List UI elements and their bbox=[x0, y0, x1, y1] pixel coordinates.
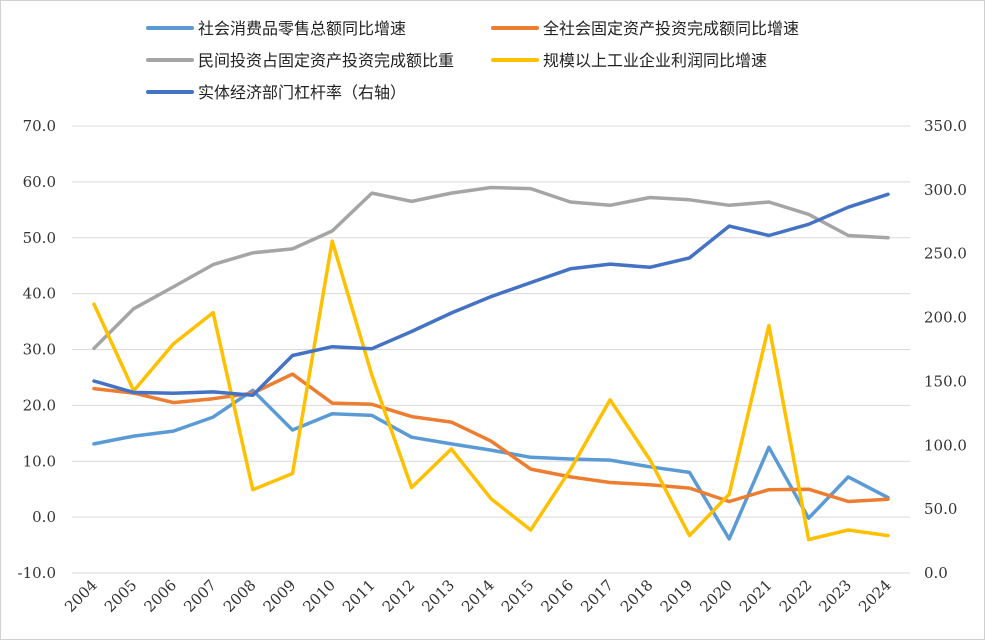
left-axis: -10.0 0.0 10.0 20.0 30.0 40.0 50.0 60.0 70.0 bbox=[18, 117, 56, 582]
left-tick-label: 0.0 bbox=[32, 508, 56, 526]
left-tick-label: 30.0 bbox=[23, 341, 56, 359]
x-tick-label: 2022 bbox=[776, 576, 816, 616]
x-tick-label: 2011 bbox=[339, 576, 379, 616]
x-tick-label: 2020 bbox=[696, 576, 736, 616]
series-line-0 bbox=[92, 388, 890, 541]
legend-label: 民间投资占固定资产投资完成额比重 bbox=[198, 51, 454, 70]
x-tick-label: 2005 bbox=[101, 576, 141, 616]
x-tick-label: 2016 bbox=[537, 576, 577, 616]
right-tick-label: 200.0 bbox=[924, 309, 967, 327]
right-tick-label: 300.0 bbox=[924, 181, 967, 199]
x-tick-label: 2012 bbox=[379, 576, 419, 616]
series-line-1 bbox=[92, 372, 890, 504]
right-tick-label: 100.0 bbox=[924, 436, 967, 454]
left-tick-label: -10.0 bbox=[18, 564, 56, 582]
x-tick-label: 2008 bbox=[220, 576, 260, 616]
x-tick-label: 2015 bbox=[498, 576, 538, 616]
left-tick-label: 20.0 bbox=[23, 396, 56, 414]
x-tick-label: 2013 bbox=[418, 576, 458, 616]
x-tick-label: 2014 bbox=[458, 576, 498, 616]
left-tick-label: 40.0 bbox=[23, 285, 56, 303]
series-line-3 bbox=[92, 239, 890, 542]
legend-label: 全社会固定资产投资完成额同比增速 bbox=[543, 19, 799, 38]
x-tick-label: 2017 bbox=[577, 576, 617, 616]
left-tick-label: 70.0 bbox=[23, 117, 56, 135]
left-tick-label: 10.0 bbox=[23, 452, 56, 470]
legend-label: 实体经济部门杠杆率（右轴） bbox=[198, 83, 406, 102]
series-line-4 bbox=[92, 192, 890, 398]
x-tick-label: 2009 bbox=[260, 576, 300, 616]
legend-label: 规模以上工业企业利润同比增速 bbox=[543, 51, 767, 70]
legend-label: 社会消费品零售总额同比增速 bbox=[198, 19, 406, 38]
x-tick-label: 2010 bbox=[299, 576, 339, 616]
right-axis: 0.0 50.0 100.0 150.0 200.0 250.0 300.0 350.0 bbox=[924, 117, 967, 582]
x-tick-label: 2006 bbox=[140, 576, 180, 616]
right-tick-label: 50.0 bbox=[924, 500, 957, 518]
x-tick-label: 2004 bbox=[61, 576, 101, 616]
right-tick-label: 250.0 bbox=[924, 245, 967, 263]
x-tick-label: 2023 bbox=[815, 576, 855, 616]
x-tick-label: 2018 bbox=[617, 576, 657, 616]
left-tick-label: 50.0 bbox=[23, 229, 56, 247]
left-tick-label: 60.0 bbox=[23, 173, 56, 191]
series-line-2 bbox=[92, 185, 890, 351]
grid-lines bbox=[72, 125, 910, 574]
x-tick-label: 2021 bbox=[736, 576, 776, 616]
x-axis: 2004 2005 2006 2007 2008 2009 2010 2011 2012 2013… bbox=[61, 576, 895, 616]
x-tick-label: 2007 bbox=[180, 576, 220, 616]
x-tick-label: 2019 bbox=[657, 576, 697, 616]
legend: 社会消费品零售总额同比增速 全社会固定资产投资完成额同比增速民间投资占固定资产投资… bbox=[146, 19, 799, 102]
series-lines bbox=[92, 185, 890, 542]
right-tick-label: 0.0 bbox=[924, 564, 948, 582]
right-tick-label: 150.0 bbox=[924, 372, 967, 390]
x-tick-label: 2024 bbox=[855, 576, 895, 616]
right-tick-label: 350.0 bbox=[924, 117, 967, 135]
